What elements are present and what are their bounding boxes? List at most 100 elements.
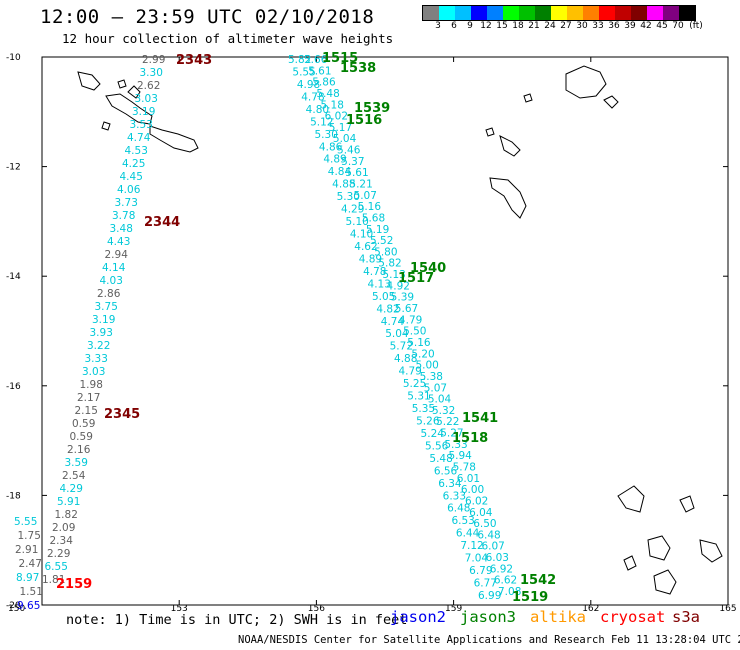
wave-height-label: 4.82: [376, 303, 399, 315]
coastline: [77, 71, 101, 91]
wave-height-label: 6.50: [473, 518, 496, 530]
y-tick-label: -20: [6, 601, 21, 611]
wave-height-label: 2.62: [137, 80, 160, 92]
wave-height-label: 5.10: [345, 216, 368, 228]
wave-height-label: 6.53: [451, 515, 474, 527]
wave-height-label: 5.37: [341, 156, 364, 168]
wave-height-label: 5.52: [370, 235, 393, 247]
orbit-number-label: 2344: [144, 215, 180, 230]
wave-height-label: 5.24: [421, 428, 445, 440]
wave-height-label: 3.33: [85, 353, 108, 365]
wave-height-label: 4.74: [381, 316, 405, 328]
coastline: [653, 569, 677, 595]
wave-height-label: 3.03: [82, 366, 105, 378]
wave-height-label: 5.86: [312, 77, 336, 89]
wave-height-label: 5.94: [448, 450, 472, 462]
orbit-number-label: 1517: [398, 271, 434, 286]
coastline: [523, 93, 533, 103]
wave-height-label: 5.46: [337, 145, 361, 157]
orbit-number-label: 1541: [462, 411, 498, 426]
color-scale-label: 18: [512, 21, 524, 31]
satellite-legend-altika: altika: [530, 608, 586, 626]
color-scale-label: 24: [544, 21, 556, 31]
wave-height-label: 5.35: [412, 403, 435, 415]
coastline: [485, 127, 495, 137]
wave-height-label: 5.32: [432, 405, 455, 417]
wave-height-label: 4.92: [387, 280, 410, 292]
wave-height-label: 3.73: [115, 197, 138, 209]
wave-height-label: 0.59: [70, 431, 93, 443]
wave-height-label: 2.15: [75, 405, 98, 417]
wave-height-label: 4.78: [301, 91, 324, 103]
wave-height-label: 5.67: [395, 303, 418, 315]
wave-height-label: 5.04: [385, 328, 409, 340]
coastline: [679, 495, 695, 513]
wave-height-label: 5.12: [310, 116, 333, 128]
x-tick-label: 156: [308, 604, 325, 614]
color-scale-label: 12: [480, 21, 492, 31]
wave-height-label: 2.47: [19, 558, 42, 570]
wave-height-label: 2.91: [15, 544, 38, 556]
wave-height-label: 5.38: [420, 371, 443, 383]
color-scale-label: 27: [560, 21, 572, 31]
coastline: [617, 485, 645, 513]
wave-height-label: 7.04: [465, 553, 489, 565]
color-scale-label: 36: [608, 21, 620, 31]
color-scale-bar: [422, 5, 696, 21]
wave-height-label: 3.93: [90, 327, 113, 339]
color-swatch: [439, 6, 455, 20]
wave-height-label: 3.59: [65, 457, 88, 469]
color-swatch: [551, 6, 567, 20]
wave-height-label: 4.10: [350, 229, 373, 241]
wave-height-label: 1.51: [20, 586, 43, 598]
wave-height-label: 6.00: [461, 484, 484, 496]
orbit-number-label: 1542: [520, 573, 556, 588]
wave-height-label: 5.07: [424, 382, 447, 394]
wave-height-label: 6.03: [486, 552, 509, 564]
x-tick-label: 162: [582, 604, 599, 614]
wave-height-label: 2.54: [62, 470, 86, 482]
wave-height-label: 4.45: [120, 171, 143, 183]
y-tick-label: -18: [6, 491, 21, 501]
wave-height-label: 5.68: [362, 212, 385, 224]
coastline: [117, 79, 127, 89]
wave-height-label: 6.33: [443, 490, 466, 502]
wave-height-label: 1.82: [55, 509, 78, 521]
color-swatch: [487, 6, 503, 20]
wave-height-label: 6.07: [481, 541, 504, 553]
wave-height-label: 3.30: [140, 67, 163, 79]
wave-height-label: 5.04: [333, 133, 357, 145]
wave-height-label: 6.02: [325, 111, 348, 123]
wave-height-label: 3.48: [110, 223, 133, 235]
wave-height-label: 6.04: [469, 507, 493, 519]
wave-height-label: 2.09: [52, 522, 75, 534]
wave-height-label: 7.08: [498, 586, 521, 598]
wave-height-label: 4.43: [107, 236, 130, 248]
wave-height-label: 6.02: [465, 495, 488, 507]
wave-height-label: 5.00: [415, 360, 438, 372]
color-scale-label: (ft): [689, 21, 703, 31]
coastline: [149, 125, 199, 153]
color-swatch: [471, 6, 487, 20]
wave-height-label: 5.91: [57, 496, 80, 508]
orbit-number-label: 2159: [56, 577, 92, 592]
orbit-number-label: 2343: [176, 53, 212, 68]
color-swatch: [423, 6, 439, 20]
coastline: [603, 95, 619, 109]
page-title: 12:00 – 23:59 UTC 02/10/2018: [40, 6, 375, 28]
x-tick-label: 150: [8, 604, 25, 614]
color-scale-labels: 3 6 9 12 15 18 21 24 27 30 33 36 39 42 45 70 (ft): [422, 21, 728, 35]
color-swatch: [519, 6, 535, 20]
wave-height-label: 6.48: [447, 503, 470, 515]
wave-height-label: 5.48: [316, 88, 339, 100]
wave-height-label: 6.99: [478, 590, 501, 602]
wave-height-label: 6.55: [45, 561, 68, 573]
wave-height-label: 4.89: [359, 253, 382, 265]
coastline: [499, 135, 521, 157]
wave-height-label: 4.88: [394, 353, 417, 365]
coastline: [489, 177, 527, 219]
orbit-number-label: 1540: [410, 261, 446, 276]
coastline: [127, 85, 141, 99]
y-tick-label: -16: [6, 382, 21, 392]
